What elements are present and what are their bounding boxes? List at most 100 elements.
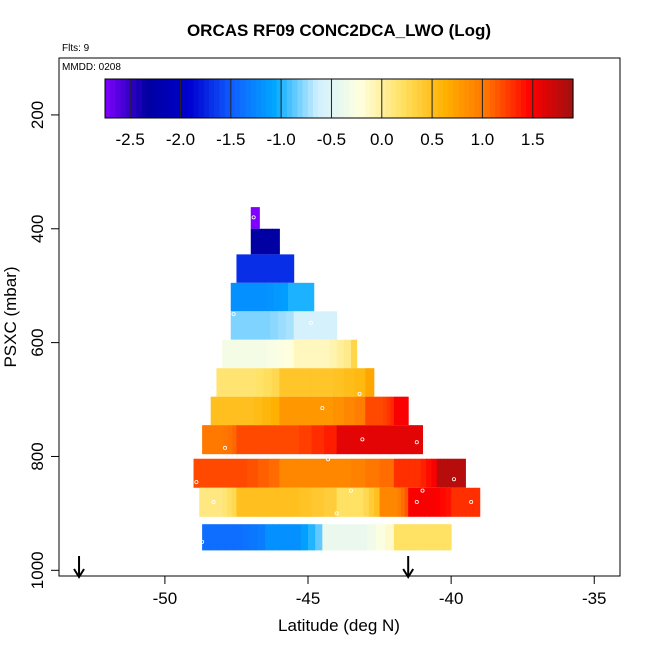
y-axis: 200 400 600 800 1000 [28,101,59,589]
heatmap-cell [368,368,371,397]
colorbar-swatch [370,79,376,118]
heatmap-cell [447,458,452,488]
heatmap-cell [199,487,205,517]
colorbar-swatch [214,79,220,118]
heatmap-cell [443,524,452,551]
colorbar-swatch [458,79,465,118]
heatmap-cell [202,524,211,551]
heatmap-cell [253,396,263,426]
heatmap-cell [390,425,402,455]
heatmap-cell [422,524,431,551]
heatmap-cell [336,425,348,455]
colorbar-swatch [432,79,439,118]
heatmap-cell [217,487,224,517]
colorbar-swatch [380,79,387,118]
heatmap-cell [322,396,334,426]
colorbar-swatch [115,79,122,118]
heatmap-cell [293,524,302,551]
colorbar-swatch [359,79,366,118]
colorbar-swatch [401,79,408,118]
heatmap-cell [355,339,358,369]
heatmap-cell [384,524,395,551]
heatmap-cell [404,396,407,426]
y-tick-label: 200 [28,101,47,129]
heatmap-cell [367,368,369,397]
heatmap-cell [386,487,391,517]
colorbar-swatch [120,79,127,118]
colorbar-swatch [136,79,142,118]
heatmap-cell [300,396,313,426]
colorbar-tick-label: -2.5 [116,130,145,149]
heatmap-cell [265,228,270,255]
heatmap-cell [277,311,287,340]
heatmap-cell [279,396,291,426]
heatmap-cell [440,458,445,488]
heatmap-cell [424,487,431,517]
colorbar-swatch [292,79,298,118]
heatmap-cell [251,207,254,229]
heatmap-cell [223,425,229,455]
heatmap-cell [390,396,395,426]
colorbar-swatch [500,79,506,118]
heatmap-cell [279,254,288,283]
x-axis-label: Latitude (deg N) [278,616,400,635]
sample-point [334,511,339,516]
heatmap-cell [350,458,366,488]
heatmap-cell [232,425,237,455]
sample-point [228,277,233,282]
x-tick-label: -35 [582,589,607,608]
heatmap-cell [311,396,323,426]
heatmap-cell [286,487,300,517]
colorbar-swatch [125,79,132,118]
heatmap-cell [358,524,368,551]
heatmap-cell [333,396,345,426]
colorbar-swatch [448,79,454,118]
heatmap-cell [273,282,282,312]
heatmap-cell [265,524,273,551]
heatmap-cell [219,396,229,426]
heatmap-cell [262,396,272,426]
colorbar-swatch [255,79,262,118]
heatmap-cell [351,339,353,369]
heatmap-cell [293,311,300,340]
heatmap-cell [435,487,441,517]
heatmap-cell [404,458,411,488]
heatmap-cell [275,339,286,369]
heatmap-cell [299,425,313,455]
colorbar-swatch [157,79,163,118]
colorbar-swatch [297,79,304,118]
heatmap-cell [476,487,481,517]
heatmap-cell [322,458,338,488]
heatmap-cell [320,311,327,340]
heatmap-cell [279,524,288,551]
heatmap-cell [270,396,280,426]
heatmap-cell [245,282,253,312]
heatmap-cell [458,458,463,488]
heatmap-cell [293,339,302,369]
heatmap-cell [286,425,300,455]
heatmap-cell [294,282,299,312]
heatmap-cell [472,487,477,517]
heatmap-cell [263,368,273,397]
heatmap-cell [272,524,280,551]
sample-point [320,406,325,411]
heatmap-cell [429,487,436,517]
heatmap-cell [336,458,352,488]
heatmap-cell [379,487,384,517]
colorbar-swatch [437,79,444,118]
heatmap-cell [347,425,359,455]
colorbar-swatch [235,79,241,118]
heatmap-cell [429,524,438,551]
heatmap-cell [379,396,384,426]
colorbar-swatch [281,79,288,118]
colorbar-swatch [183,79,189,118]
heatmap-cell [379,458,395,488]
heatmap-cell [454,487,459,517]
heatmap-cell [287,282,292,312]
heatmap-cell [258,207,260,229]
colorbar-swatch [391,79,397,118]
heatmap-cell [370,368,373,397]
heatmap-cell [300,368,313,397]
colorbar-swatch [313,79,319,118]
colorbar-swatch [105,79,111,118]
